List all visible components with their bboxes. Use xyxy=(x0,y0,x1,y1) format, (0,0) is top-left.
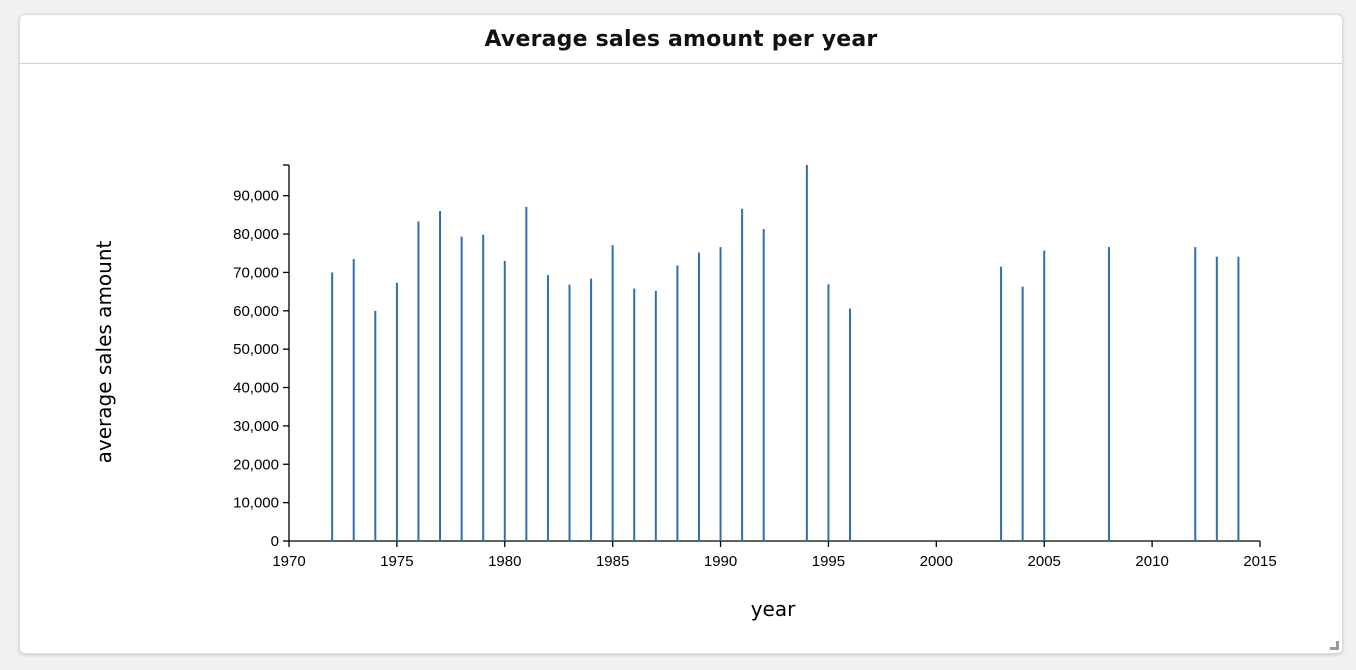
y-tick-label: 30,000 xyxy=(233,418,279,435)
bar[interactable] xyxy=(654,290,657,541)
bar[interactable] xyxy=(611,245,614,542)
bar[interactable] xyxy=(1000,266,1003,541)
bars xyxy=(331,165,1240,542)
x-tick-label: 1990 xyxy=(704,553,737,570)
bar[interactable] xyxy=(503,260,506,541)
bar[interactable] xyxy=(1021,286,1024,541)
bar[interactable] xyxy=(460,236,463,541)
bar[interactable] xyxy=(676,265,679,541)
bar[interactable] xyxy=(568,284,571,541)
chart-panel: Average sales amount per year 0 10,000 20,… xyxy=(19,14,1343,654)
bar[interactable] xyxy=(762,229,765,541)
bar[interactable] xyxy=(1194,247,1197,541)
y-axis: 0 10,000 20,000 30,000 40,000 50,000 60,000 70,… xyxy=(233,164,290,550)
y-tick-label: 40,000 xyxy=(233,380,279,397)
bar[interactable] xyxy=(417,221,420,541)
bar[interactable] xyxy=(697,252,700,542)
x-tick-label: 2010 xyxy=(1135,553,1168,570)
bar[interactable] xyxy=(374,310,377,541)
bar[interactable] xyxy=(1107,247,1110,541)
x-axis: 1970 1975 1980 1985 1990 1995 2000 2005 2010 2015 xyxy=(272,540,1277,570)
y-axis-title: average sales amount xyxy=(92,240,116,463)
y-tick-label: 10,000 xyxy=(233,495,279,512)
x-tick-label: 1985 xyxy=(596,553,629,570)
x-tick-label: 2015 xyxy=(1243,553,1276,570)
bar[interactable] xyxy=(741,208,744,541)
bar[interactable] xyxy=(849,308,852,541)
bar[interactable] xyxy=(331,272,334,541)
y-tick-label: 60,000 xyxy=(233,303,279,320)
y-tick-label: 20,000 xyxy=(233,456,279,473)
bar[interactable] xyxy=(590,278,593,541)
y-tick-label: 50,000 xyxy=(233,341,279,358)
x-tick-label: 2005 xyxy=(1028,553,1061,570)
x-tick-label: 1975 xyxy=(380,553,413,570)
panel-header: Average sales amount per year xyxy=(20,15,1342,64)
bar[interactable] xyxy=(827,284,830,541)
bar[interactable] xyxy=(633,288,636,541)
bar[interactable] xyxy=(439,211,442,541)
y-tick-label: 0 xyxy=(271,533,279,550)
resize-handle[interactable] xyxy=(1330,641,1339,650)
bar[interactable] xyxy=(525,206,528,541)
bar[interactable] xyxy=(352,259,355,541)
x-tick-label: 1970 xyxy=(272,553,305,570)
x-tick-label: 1980 xyxy=(488,553,521,570)
bar-chart: 0 10,000 20,000 30,000 40,000 50,000 60,000 70,… xyxy=(92,164,1277,621)
bar[interactable] xyxy=(395,282,398,541)
bar[interactable] xyxy=(719,247,722,541)
bar[interactable] xyxy=(805,165,808,541)
bar[interactable] xyxy=(482,234,485,542)
bar[interactable] xyxy=(546,275,549,541)
x-tick-label: 1995 xyxy=(812,553,845,570)
bar[interactable] xyxy=(1043,250,1046,541)
y-tick-label: 90,000 xyxy=(233,188,279,205)
x-tick-label: 2000 xyxy=(920,553,953,570)
bar[interactable] xyxy=(1237,256,1240,541)
y-tick-label: 80,000 xyxy=(233,226,279,243)
panel-title: Average sales amount per year xyxy=(484,26,878,52)
x-axis-title: year xyxy=(751,597,796,621)
y-tick-label: 70,000 xyxy=(233,264,279,281)
bar[interactable] xyxy=(1215,256,1218,541)
